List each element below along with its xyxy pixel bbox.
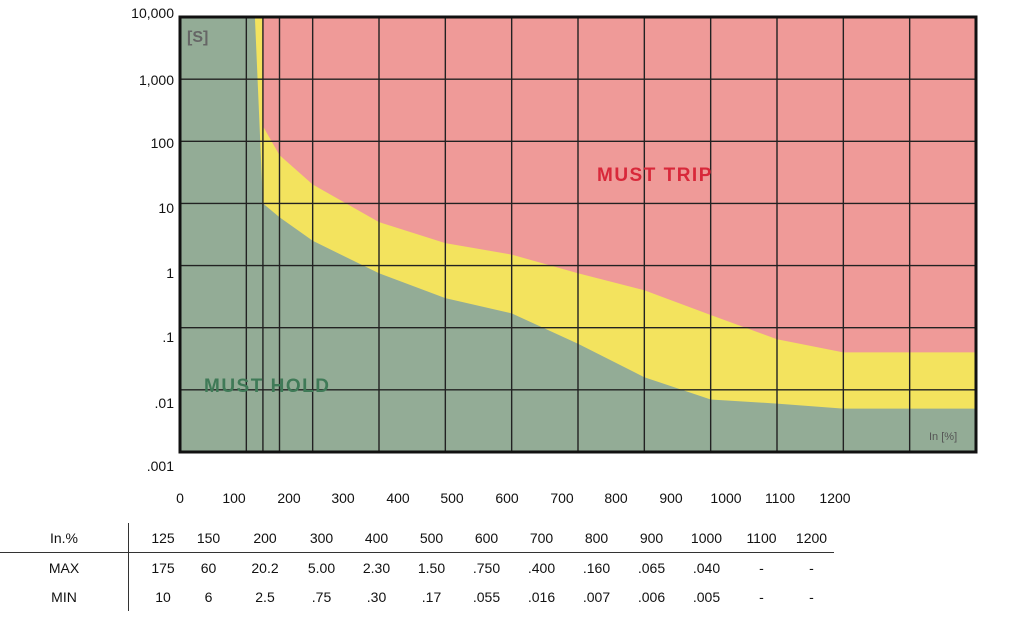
- table-cell: 900: [624, 523, 679, 553]
- y-tick-label: 10: [158, 200, 174, 216]
- table-cell: 10: [155, 588, 171, 605]
- table-cell: -: [759, 559, 764, 576]
- x-tick-label: 900: [659, 490, 683, 506]
- table-cell: .160: [582, 559, 611, 576]
- table-cell: 400: [349, 523, 404, 553]
- table-header-row: In.% 125 150 200 300 400 500 600 700 800…: [0, 523, 834, 553]
- table-cell: 600: [459, 523, 514, 553]
- table-cell: .065: [637, 559, 666, 576]
- table-cell: -: [759, 588, 764, 605]
- must-trip-label: MUST TRIP: [597, 165, 713, 186]
- x-tick-label: 300: [331, 490, 355, 506]
- table-cell: 20.2: [251, 559, 279, 576]
- table-cell: 6: [204, 588, 213, 605]
- table-cell: .040: [692, 559, 721, 576]
- x-tick-label: 500: [440, 490, 464, 506]
- trip-curve-chart: [S] In [%] MUST TRIP MUST HOLD: [178, 15, 978, 454]
- x-tick-label: 100: [222, 490, 246, 506]
- table-cell: .005: [692, 588, 721, 605]
- y-tick-label: 1: [166, 265, 174, 281]
- table-cell: 60: [200, 559, 217, 576]
- table-cell: 200: [236, 523, 294, 553]
- x-tick-label: 1000: [710, 490, 742, 506]
- table-cell: 1200: [789, 523, 834, 553]
- table-row-max: MAX 175 60 20.2 5.00 2.30 1.50 .750 .400…: [0, 552, 834, 582]
- x-tick-label: 1100: [764, 490, 796, 506]
- x-tick-label: 600: [495, 490, 519, 506]
- x-tick-label: 800: [604, 490, 628, 506]
- table-cell: 175: [151, 559, 175, 576]
- x-unit-label: In [%]: [929, 431, 957, 443]
- x-tick-label: 1200: [819, 490, 851, 506]
- table-cell: .006: [637, 588, 666, 605]
- table-cell: 700: [514, 523, 569, 553]
- y-tick-label: .001: [146, 458, 174, 474]
- table-cell: .75: [311, 588, 332, 605]
- x-tick-label: 400: [386, 490, 410, 506]
- table-cell: .016: [527, 588, 556, 605]
- trip-values-table: In.% 125 150 200 300 400 500 600 700 800…: [0, 523, 834, 611]
- table-cell: .17: [421, 588, 442, 605]
- table-cell: 1100: [734, 523, 789, 553]
- table-cell: .055: [472, 588, 501, 605]
- table-row-label: MAX: [0, 552, 129, 582]
- grid: [179, 17, 977, 452]
- table-cell: 500: [404, 523, 459, 553]
- table-cell: 800: [569, 523, 624, 553]
- table-cell: 1.50: [417, 559, 446, 576]
- plot-frame: [178, 15, 978, 454]
- table-cell: .30: [366, 588, 387, 605]
- table-row-label: MIN: [0, 582, 129, 611]
- must-hold-label: MUST HOLD: [204, 376, 330, 397]
- table-cell: -: [809, 588, 814, 605]
- table-cell: 150: [181, 523, 236, 553]
- table-cell: .750: [472, 559, 501, 576]
- table-cell: .400: [527, 559, 556, 576]
- x-tick-label: 200: [277, 490, 301, 506]
- table-cell: .007: [582, 588, 611, 605]
- table-cell: 300: [294, 523, 349, 553]
- y-tick-label: .01: [154, 395, 174, 411]
- y-tick-label: 100: [150, 135, 174, 151]
- table-cell: 5.00: [307, 559, 336, 576]
- table-cell: 2.30: [362, 559, 391, 576]
- y-tick-label: 10,000: [131, 5, 174, 21]
- y-unit-label: [S]: [187, 29, 208, 46]
- table-row-label: In.%: [0, 523, 129, 553]
- table-cell: 2.5: [255, 588, 275, 605]
- table-cell: 1000: [679, 523, 734, 553]
- table-row-min: MIN 10 6 2.5 .75 .30 .17 .055 .016 .007 …: [0, 582, 834, 611]
- y-tick-label: 1,000: [138, 72, 174, 88]
- table-cell: -: [809, 559, 814, 576]
- x-tick-label: 0: [176, 490, 184, 506]
- y-tick-label: .1: [162, 329, 174, 345]
- table-cell: 125: [145, 523, 181, 553]
- x-tick-label: 700: [550, 490, 574, 506]
